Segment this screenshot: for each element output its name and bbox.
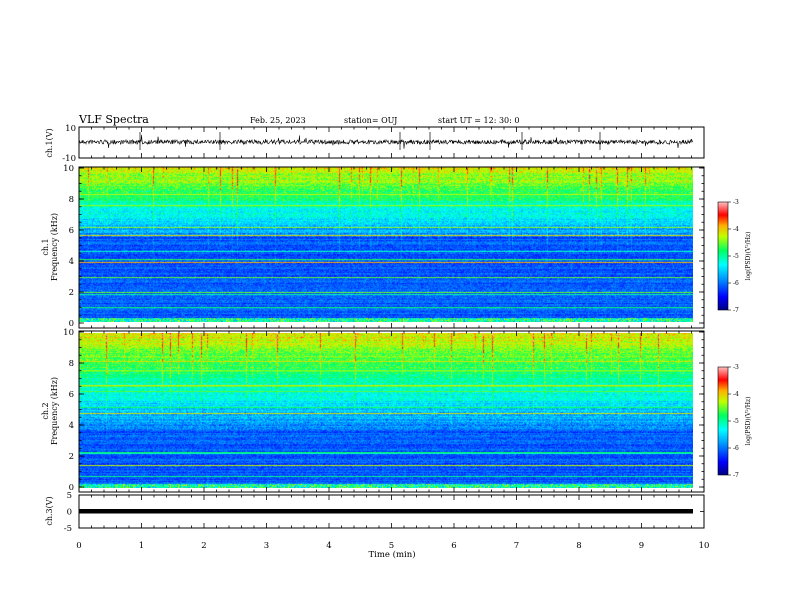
spec-ytick-label: 4 [69,257,74,267]
ch1-spectrogram-image [79,167,693,322]
spec-ytick-label: 6 [69,390,74,400]
ch2-colorbar-label: log(PSD)(V²/Hz) [745,397,752,446]
header-start-time: start UT = 12: 30: 0 [438,116,519,125]
ch3-ytick-label: 0 [67,508,72,518]
ch2-spec-ylabel-line1: ch.2 [41,402,50,419]
ch1-spec-ylabel-line1: ch.1 [41,238,50,255]
x-tick-label: 0 [76,541,81,551]
ch3-ytick-label: 5 [67,491,72,501]
x-tick-label: 8 [576,541,581,551]
ch1-colorbar: -3 -4 -5 -6 -7 log(PSD)(V²/Hz) [717,199,752,314]
ch2-spec-ylabel-line2: Frequency (kHz) [50,377,59,445]
spec-ytick-label: 10 [63,328,74,338]
ch2-colorbar-bar [717,366,729,476]
ch1-spec-ylabel-line2: Frequency (kHz) [50,213,59,281]
x-tick-label: 4 [326,541,331,551]
spec-ytick-label: 0 [69,319,74,329]
ch1-waveform-line [78,132,694,150]
x-tick-label: 3 [264,541,269,551]
ch3-ytick-label: -5 [64,524,72,534]
x-tick-label: 5 [389,541,394,551]
ch1-trace [78,134,694,149]
ch1-ylabel: ch.1(V) [45,128,54,157]
ch3-waveform-line [79,509,693,514]
ch1-colorbar-label: log(PSD)(V²/Hz) [745,232,752,281]
ch1-colorbar-bar [717,201,729,311]
x-tick-label: 10 [699,541,710,551]
ch2-colorbar: -3 -4 -5 -6 -7 log(PSD)(V²/Hz) [717,364,752,479]
spec-ytick-label: 4 [69,421,74,431]
spec-ytick-label: 2 [69,288,74,298]
ch2-spectrogram-image [79,333,693,488]
spec-ytick-label: 8 [69,359,74,369]
ch1-colorbar-ticks: -3 -4 -5 -6 -7 [728,199,739,314]
colorbar-tick-label: -5 [733,253,739,260]
colorbar-tick-label: -3 [733,199,739,206]
colorbar-tick-label: -6 [733,280,739,287]
spec-ytick-label: 10 [63,164,74,174]
ch1-ytick-label: 10 [65,124,76,134]
colorbar-tick-label: -7 [733,307,739,314]
colorbar-tick-label: -4 [733,226,739,233]
ch1-ytick-label: -10 [62,154,76,164]
ch2-spectrogram-panel [78,330,705,493]
x-tick-label: 2 [201,541,206,551]
ch3-ylabel: ch.3(V) [45,496,54,525]
colorbar-tick-label: -3 [733,364,739,371]
spec-ytick-label: 6 [69,226,74,236]
colorbar-tick-label: -5 [733,418,739,425]
ch1-spectrogram-panel [78,166,705,329]
header-date: Feb. 25, 2023 [250,116,306,125]
x-tick-label: 6 [451,541,456,551]
ch2-colorbar-ticks: -3 -4 -5 -6 -7 [728,364,739,479]
spec-ytick-label: 0 [69,483,74,493]
chart-title: VLF Spectra [78,113,149,126]
x-axis-label: Time (min) [368,549,415,560]
header-station: station= OUJ [344,116,397,125]
colorbar-tick-label: -6 [733,445,739,452]
spec-ytick-label: 8 [69,195,74,205]
spec-ytick-label: 2 [69,452,74,462]
colorbar-tick-label: -4 [733,391,739,398]
colorbar-tick-label: -7 [733,472,739,479]
x-tick-label: 1 [139,541,144,551]
x-tick-label: 9 [639,541,644,551]
x-tick-label: 7 [514,541,519,551]
